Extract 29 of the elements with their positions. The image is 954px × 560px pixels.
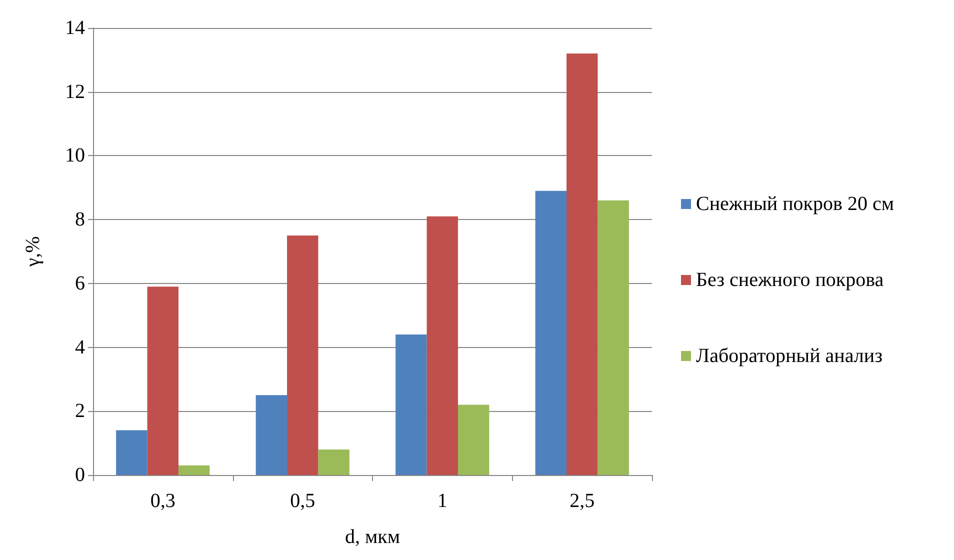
bar — [287, 236, 318, 475]
y-tick-label: 2 — [75, 400, 85, 422]
legend-label: Лабораторный анализ — [696, 345, 883, 367]
y-axis-title: γ,% — [22, 236, 44, 268]
x-axis-title: d, мкм — [344, 526, 400, 548]
bar — [566, 54, 598, 475]
x-tick-label: 2,5 — [570, 490, 595, 512]
bar — [178, 465, 210, 475]
y-tick-label: 8 — [75, 208, 85, 231]
y-tick-label: 14 — [65, 17, 85, 39]
bar — [256, 395, 288, 475]
bar — [426, 216, 458, 475]
bar — [116, 430, 148, 475]
bar — [458, 404, 490, 475]
legend-label: Без снежного покрова — [696, 269, 884, 291]
bar — [396, 334, 427, 475]
x-tick-label: 1 — [437, 490, 448, 512]
bar — [598, 200, 629, 475]
x-tick-label: 0,3 — [150, 490, 176, 512]
y-tick-label: 0 — [75, 464, 85, 486]
y-tick-label: 4 — [75, 336, 85, 358]
y-tick-label: 10 — [65, 144, 85, 167]
bar — [318, 449, 350, 475]
bar — [147, 286, 178, 475]
bar — [535, 190, 567, 475]
legend-label: Снежный покров 20 см — [696, 193, 894, 215]
y-tick-label: 6 — [75, 272, 85, 294]
y-tick-label: 12 — [65, 80, 85, 103]
x-tick-label: 0,5 — [290, 490, 316, 512]
